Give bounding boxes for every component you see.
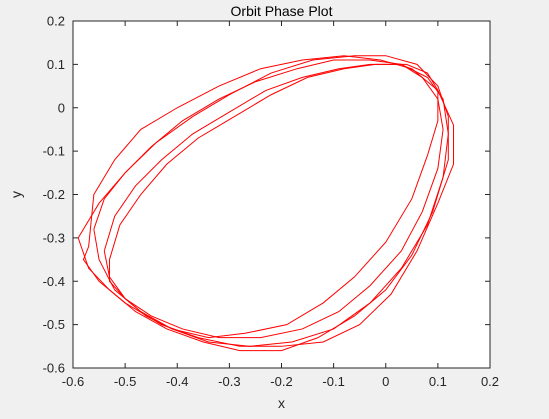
x-tick-label: -0.3: [218, 374, 240, 389]
x-tick-label: -0.4: [166, 374, 188, 389]
y-tick-label: -0.4: [43, 274, 65, 289]
x-tick-label: 0.1: [429, 374, 447, 389]
y-tick-label: -0.2: [43, 187, 65, 202]
x-tick-label: -0.6: [62, 374, 84, 389]
orbit-series-line-1: [77, 55, 449, 352]
y-tick-label: -0.1: [43, 144, 65, 159]
y-tick-label: -0.5: [43, 317, 65, 332]
orbit-series-line-4: [103, 63, 444, 339]
y-tick-label: 0.2: [47, 14, 65, 29]
y-tick-label: 0.1: [47, 57, 65, 72]
orbit-series-line-5: [108, 63, 439, 339]
y-axis-label: y: [8, 191, 24, 198]
x-tick-label: -0.2: [270, 374, 292, 389]
y-tick-label: -0.6: [43, 361, 65, 376]
x-tick-label: -0.5: [114, 374, 136, 389]
x-axis: -0.6 -0.5 -0.4 -0.3 -0.2 -0.1 0 0.1 0.2: [62, 21, 499, 389]
x-tick-label: -0.1: [322, 374, 344, 389]
x-axis-label: x: [278, 395, 285, 411]
chart-title: Orbit Phase Plot: [231, 3, 333, 19]
y-axis: -0.6 -0.5 -0.4 -0.3 -0.2 -0.1 0 0.1 0.2: [43, 14, 490, 376]
orbit-series-line-3: [93, 59, 449, 347]
y-tick-label: 0: [58, 100, 65, 115]
series-layer: [77, 55, 455, 352]
y-tick-label: -0.3: [43, 230, 65, 245]
x-tick-label: 0.2: [481, 374, 499, 389]
x-tick-label: 0: [382, 374, 389, 389]
